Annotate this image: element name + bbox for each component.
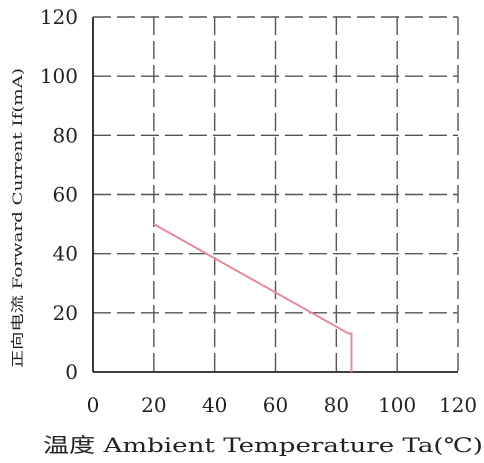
grid-lines xyxy=(93,17,458,372)
x-axis-label: 温度 Ambient Temperature Ta(℃) xyxy=(43,433,483,457)
y-tick-label-0: 0 xyxy=(65,360,78,384)
x-tick-label-0: 0 xyxy=(87,393,100,417)
y-tick-label-4: 80 xyxy=(53,123,78,147)
y-tick-label-6: 120 xyxy=(40,5,78,29)
plot-frame xyxy=(92,16,459,373)
y-tick-label-2: 40 xyxy=(53,242,78,266)
y-axis-label: 正向电流 Forward Current If(mA) xyxy=(10,68,26,368)
series-line-0 xyxy=(153,223,353,372)
x-tick-label-3: 60 xyxy=(263,393,288,417)
x-tick-label-2: 40 xyxy=(202,393,227,417)
x-tick-label-5: 100 xyxy=(378,393,416,417)
y-tick-label-5: 100 xyxy=(40,64,78,88)
x-tick-labels: 0 20 40 60 80 100 120 xyxy=(87,393,477,417)
x-tick-label-1: 20 xyxy=(141,393,166,417)
y-tick-labels: 0 20 40 60 80 100 120 xyxy=(40,5,78,384)
series-lines xyxy=(153,223,353,372)
x-tick-label-6: 120 xyxy=(439,393,477,417)
x-tick-label-4: 80 xyxy=(324,393,349,417)
y-tick-label-1: 20 xyxy=(53,301,78,325)
y-tick-label-3: 60 xyxy=(53,183,78,207)
